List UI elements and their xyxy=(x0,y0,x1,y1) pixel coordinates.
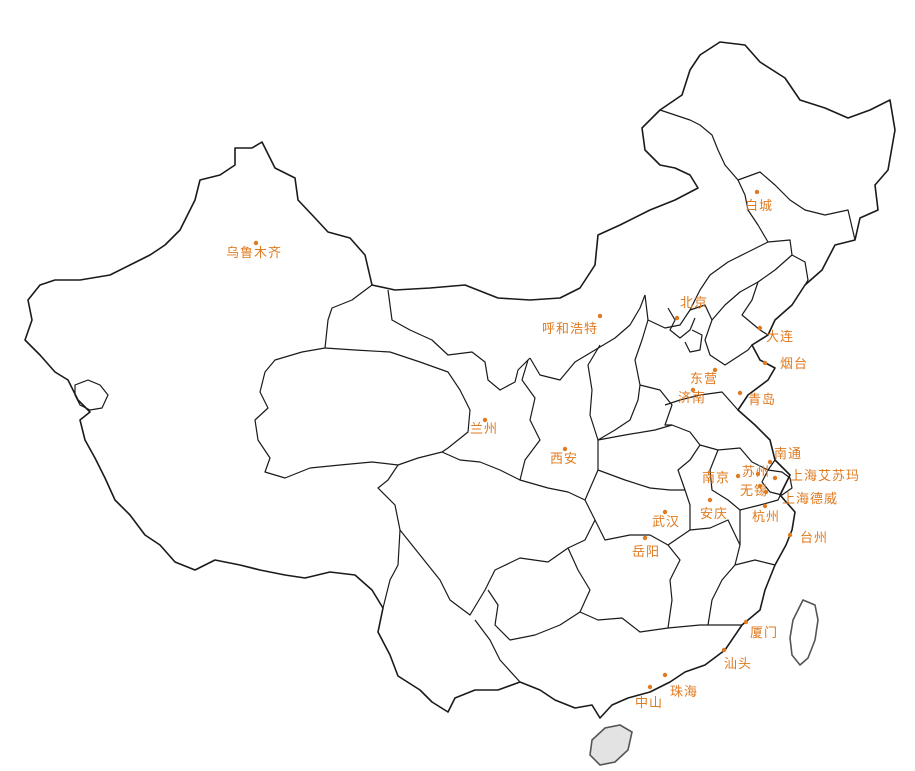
city-label: 汕头 xyxy=(724,657,752,672)
city-dot xyxy=(743,619,749,625)
city-label: 珠海 xyxy=(670,685,698,700)
city-marker-nanjing: 南京 xyxy=(702,470,741,486)
city-label: 无锡 xyxy=(740,484,768,499)
city-label: 厦门 xyxy=(750,626,778,641)
city-dot xyxy=(647,684,653,690)
taiwan-island xyxy=(789,599,819,666)
city-dot xyxy=(762,360,768,366)
country-border xyxy=(24,41,896,719)
city-dot xyxy=(767,459,773,465)
city-dot xyxy=(787,532,793,538)
city-label: 苏州 xyxy=(742,464,770,480)
city-marker-jinan: 济南 xyxy=(678,387,706,406)
province-borders xyxy=(254,109,856,683)
city-marker-xian: 西安 xyxy=(550,446,578,467)
city-marker-zhongshan: 中山 xyxy=(635,684,663,711)
city-label: 岳阳 xyxy=(632,545,660,560)
city-label: 西安 xyxy=(550,452,578,467)
city-dot xyxy=(762,503,768,509)
city-label: 武汉 xyxy=(652,515,680,530)
city-marker-dongying: 东营 xyxy=(690,367,718,387)
city-label: 济南 xyxy=(678,390,706,406)
city-marker-zhuhai: 珠海 xyxy=(662,672,698,700)
city-dot xyxy=(253,240,259,246)
city-label: 南通 xyxy=(774,446,802,462)
city-dot xyxy=(662,672,668,678)
city-marker-hohhot: 呼和浩特 xyxy=(542,313,603,337)
city-marker-suzhou: 苏州 xyxy=(742,464,770,480)
city-label: 上海德威 xyxy=(782,492,838,507)
city-marker-taizhou: 台州 xyxy=(787,531,828,546)
city-marker-yueyang: 岳阳 xyxy=(632,535,660,560)
city-marker-shanghai-dewei: 上海德威 xyxy=(763,489,838,507)
city-label: 白城 xyxy=(745,198,773,214)
city-dot xyxy=(674,315,680,321)
city-dot xyxy=(755,471,761,477)
city-label: 中山 xyxy=(635,696,663,711)
city-dot xyxy=(482,417,488,423)
city-label: 呼和浩特 xyxy=(542,322,598,337)
city-marker-lanzhou: 兰州 xyxy=(470,417,498,437)
city-dot xyxy=(754,189,760,195)
city-label: 杭州 xyxy=(752,510,780,525)
shanghai-outline xyxy=(761,469,793,496)
city-label: 青岛 xyxy=(748,392,776,408)
city-dot xyxy=(737,390,743,396)
city-marker-shanghai-essilor: 上海艾苏玛 xyxy=(772,468,860,484)
city-label: 南京 xyxy=(702,470,730,486)
city-label: 安庆 xyxy=(700,507,728,522)
city-dot xyxy=(642,535,648,541)
city-dot xyxy=(707,497,713,503)
city-dot xyxy=(712,367,718,373)
city-dot xyxy=(772,475,778,481)
city-marker-yantai: 烟台 xyxy=(762,357,808,372)
city-label: 上海艾苏玛 xyxy=(790,468,860,484)
city-dot xyxy=(757,325,763,331)
city-marker-wuxi: 无锡 xyxy=(740,483,768,499)
city-label: 烟台 xyxy=(780,357,808,372)
city-dot xyxy=(597,313,603,319)
city-marker-nantong: 南通 xyxy=(767,446,802,465)
city-marker-qingdao: 青岛 xyxy=(737,390,776,408)
city-label: 乌鲁木齐 xyxy=(226,245,282,261)
city-marker-shantou: 汕头 xyxy=(721,647,752,672)
city-marker-wuhan: 武汉 xyxy=(652,509,680,530)
city-label: 兰州 xyxy=(470,422,498,437)
city-marker-xiamen: 厦门 xyxy=(743,619,778,641)
city-dot xyxy=(735,473,741,479)
city-dot xyxy=(562,446,568,452)
city-marker-dalian: 大连 xyxy=(757,325,794,345)
city-dot xyxy=(721,647,727,653)
hainan-island xyxy=(589,724,633,766)
city-dot xyxy=(690,387,696,393)
city-marker-anqing: 安庆 xyxy=(700,497,728,522)
city-label: 台州 xyxy=(800,531,828,546)
city-label: 大连 xyxy=(766,329,794,345)
city-dot xyxy=(662,509,668,515)
city-marker-baicheng: 白城 xyxy=(745,189,773,214)
city-marker-urumqi: 乌鲁木齐 xyxy=(226,240,282,261)
city-marker-hangzhou: 杭州 xyxy=(752,503,780,525)
city-dot xyxy=(763,489,769,495)
city-marker-beijing: 北京 xyxy=(674,296,708,321)
city-dot xyxy=(757,483,763,489)
western-enclave xyxy=(74,379,109,411)
city-label: 东营 xyxy=(690,372,718,387)
city-label: 北京 xyxy=(680,296,708,311)
